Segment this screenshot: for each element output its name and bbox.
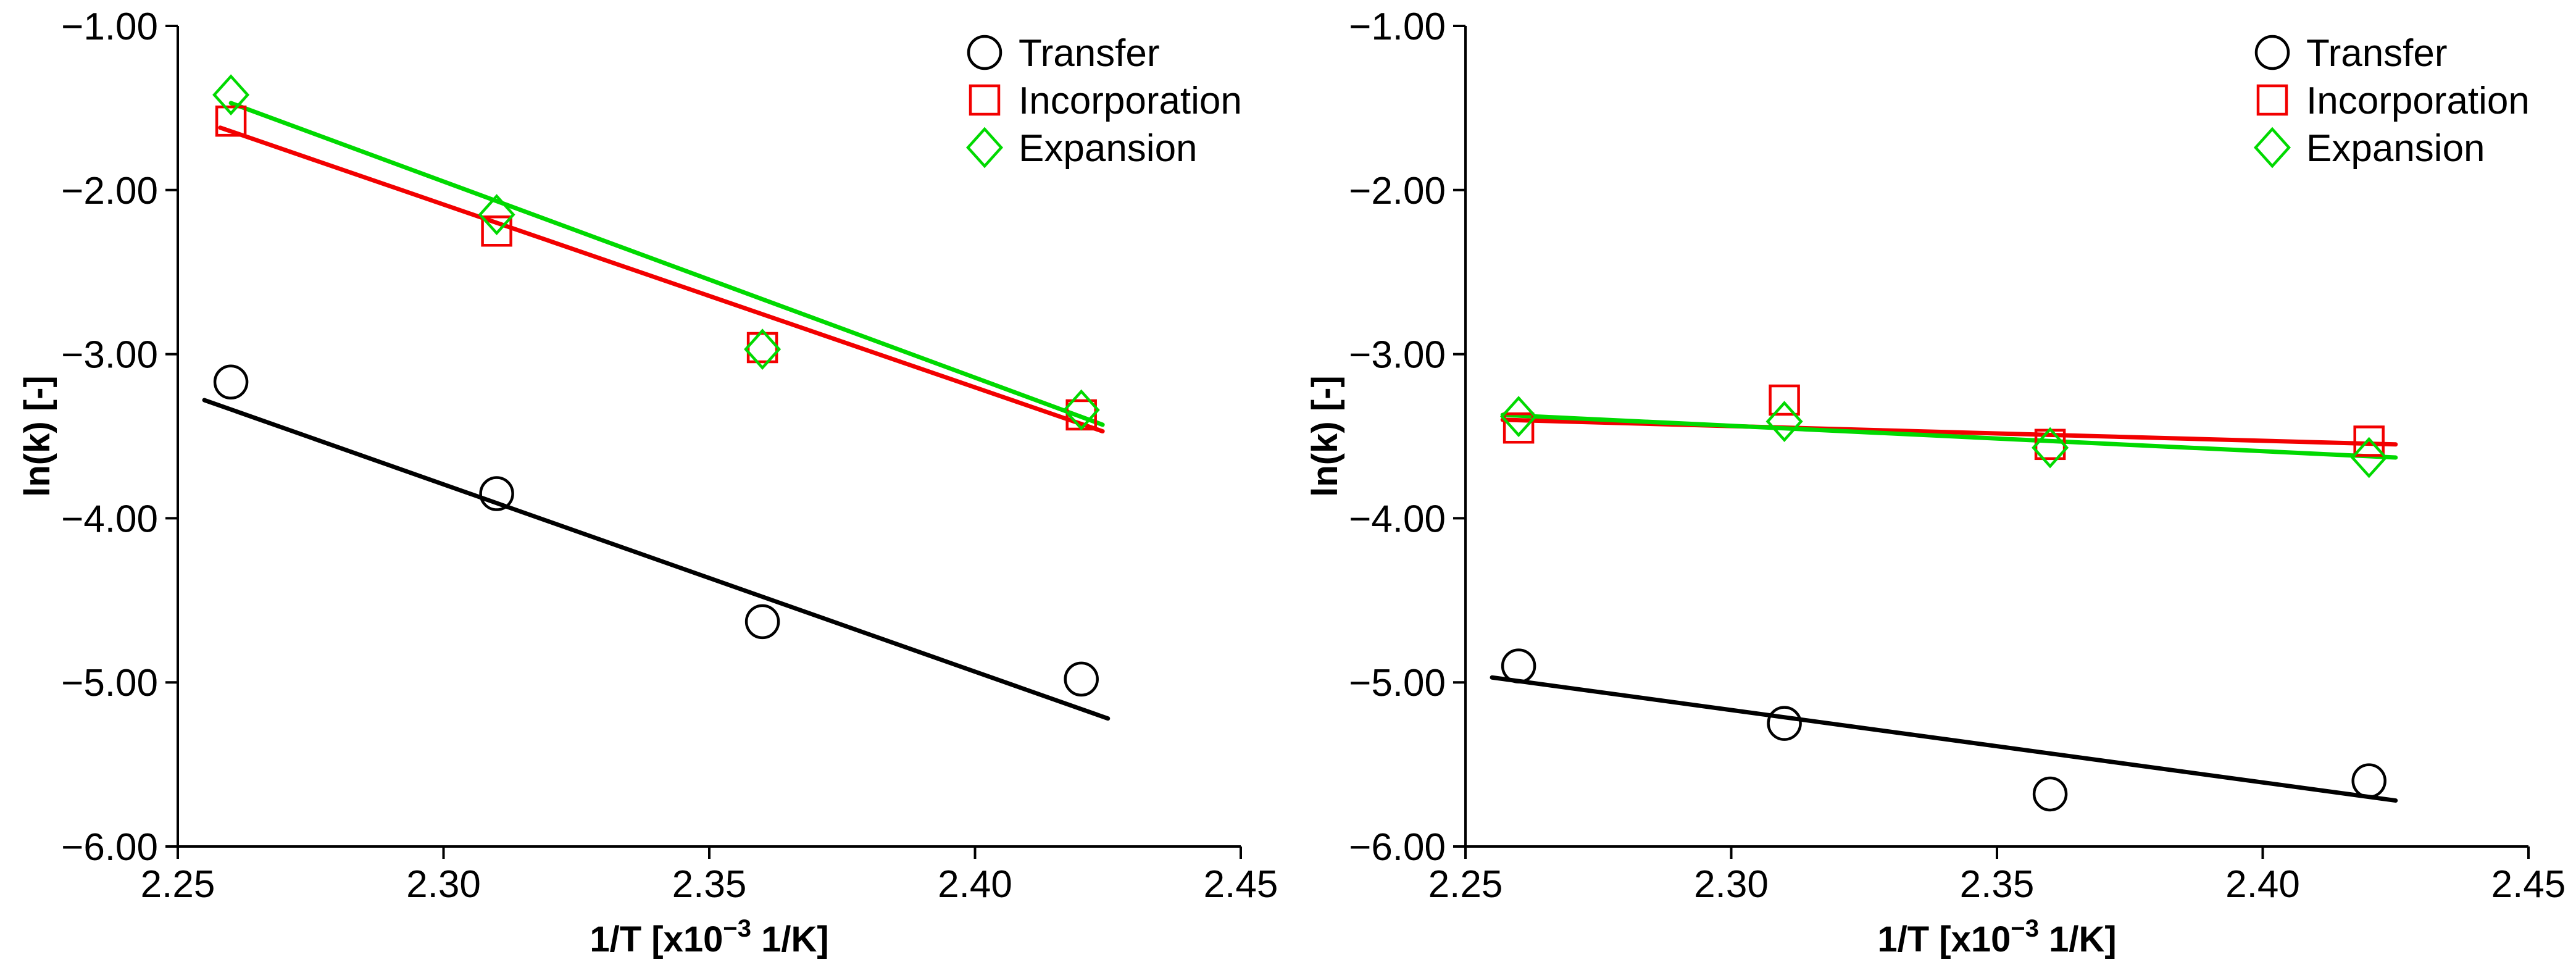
diamond-marker	[744, 328, 782, 370]
fit-line-incorporation	[218, 125, 1105, 434]
diamond-marker	[965, 127, 1004, 169]
legend: Transfer Incorporation Expansion	[965, 32, 1242, 170]
y-tick-labels: −1.00 −2.00 −3.00 −4.00 −5.00 −6.00	[61, 6, 178, 869]
circle-marker	[479, 476, 514, 511]
legend: Transfer Incorporation Expansion	[2253, 32, 2530, 170]
fit-line-incorporation	[1500, 417, 2398, 447]
legend-label: Incorporation	[1019, 80, 1242, 122]
legend-label: Expansion	[2306, 127, 2485, 170]
diamond-marker	[2350, 437, 2388, 479]
square-marker	[215, 105, 247, 137]
circle-marker	[967, 35, 1002, 70]
fit-line-transfer	[202, 398, 1111, 721]
x-tick-label: 2.45	[2491, 863, 2566, 906]
circle-marker	[2351, 763, 2386, 798]
circle-marker	[1501, 648, 1536, 683]
legend-label: Transfer	[1019, 32, 1160, 75]
diamond-marker	[1062, 389, 1100, 431]
square-marker	[2353, 425, 2385, 457]
x-tick-label: 2.25	[141, 863, 215, 906]
y-tick-label: −1.00	[1349, 6, 1446, 48]
y-tick-label: −5.00	[61, 662, 158, 704]
diamond-marker	[2253, 127, 2291, 169]
legend-label: Expansion	[1019, 127, 1198, 170]
x-tick-labels: 2.25 2.30 2.35 2.40 2.45	[1428, 846, 2566, 906]
y-axis-label: ln(k) [-]	[17, 375, 57, 497]
square-marker	[2256, 84, 2288, 116]
series-expansion	[212, 74, 1100, 431]
y-tick-label: −4.00	[61, 498, 158, 540]
diamond-marker	[212, 74, 250, 115]
y-tick-label: −6.00	[61, 826, 158, 869]
y-tick-labels: −1.00 −2.00 −3.00 −4.00 −5.00 −6.00	[1349, 6, 1465, 869]
circle-marker	[1064, 661, 1099, 697]
series-transfer	[213, 364, 1099, 697]
series-transfer	[1501, 648, 2386, 812]
square-marker	[481, 215, 512, 247]
y-tick-label: −2.00	[1349, 170, 1446, 212]
y-tick-label: −3.00	[1349, 334, 1446, 377]
circle-marker	[1767, 706, 1802, 741]
diamond-marker	[1765, 401, 1803, 442]
fit-lines	[202, 101, 1111, 721]
y-tick-label: −4.00	[1349, 498, 1446, 540]
y-tick-label: −3.00	[61, 334, 158, 377]
x-tick-label: 2.35	[1960, 863, 2035, 906]
diamond-marker	[478, 194, 515, 236]
square-marker	[969, 84, 1001, 116]
square-marker	[1769, 384, 1800, 416]
left-arrhenius-chart: 2.25 2.30 2.35 2.40 2.45 −1.00 −2.00 −3.00 −4.00…	[17, 6, 1278, 959]
y-axis-label: ln(k) [-]	[1305, 375, 1345, 497]
y-tick-label: −5.00	[1349, 662, 1446, 704]
fit-line-expansion	[1500, 412, 2398, 460]
x-axis-label: 1/T [x10−3 1/K]	[590, 915, 828, 959]
x-axis-label: 1/T [x10−3 1/K]	[1877, 915, 2116, 959]
circle-marker	[744, 604, 780, 640]
legend-label: Transfer	[2306, 32, 2448, 75]
series-incorporation	[215, 105, 1097, 431]
right-arrhenius-chart: 2.25 2.30 2.35 2.40 2.45 −1.00 −2.00 −3.00 −4.00…	[1305, 6, 2566, 959]
x-tick-labels: 2.25 2.30 2.35 2.40 2.45	[141, 846, 1278, 906]
diamond-marker	[2032, 427, 2069, 469]
y-tick-label: −6.00	[1349, 826, 1446, 869]
x-tick-label: 2.45	[1204, 863, 1278, 906]
x-tick-label: 2.25	[1428, 863, 1503, 906]
fit-lines	[1490, 412, 2398, 803]
circle-marker	[2254, 35, 2290, 70]
y-tick-label: −2.00	[61, 170, 158, 212]
diamond-marker	[1500, 396, 1538, 437]
series-expansion	[1500, 396, 2388, 479]
x-tick-label: 2.40	[938, 863, 1012, 906]
y-tick-label: −1.00	[61, 6, 158, 48]
x-tick-label: 2.30	[406, 863, 481, 906]
x-tick-label: 2.30	[1694, 863, 1769, 906]
legend-label: Incorporation	[2306, 80, 2530, 122]
x-tick-label: 2.40	[2225, 863, 2300, 906]
circle-marker	[213, 364, 249, 400]
fit-line-expansion	[228, 101, 1105, 427]
circle-marker	[2032, 776, 2068, 812]
square-marker	[1503, 412, 1535, 444]
fit-line-transfer	[1490, 675, 2398, 803]
x-tick-label: 2.35	[672, 863, 747, 906]
